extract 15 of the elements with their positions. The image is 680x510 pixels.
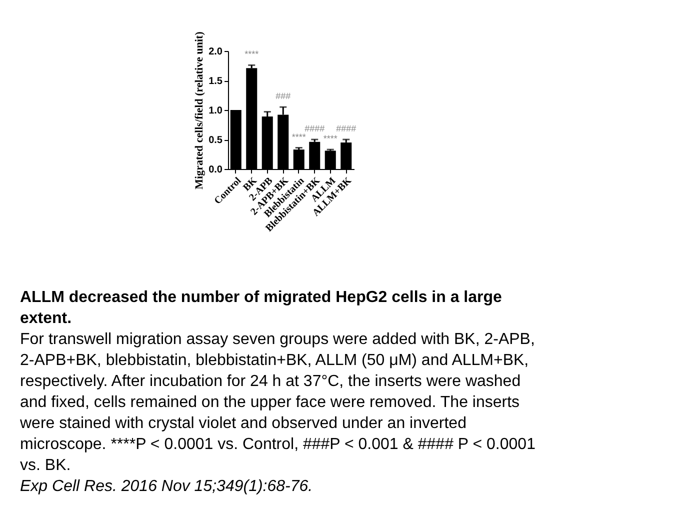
annotation: **** [244,49,260,60]
text: ALLM decreased the number of migrated HepG2 cells in a large extent. [20,289,502,327]
text: For transwell migration assay seven groups were added with BK, 2-APB, 2-APB+BK, blebbistatin, blebbistatin+BK, ALLM (50 μM) and ALLM+BK, respectively. After incubation for 24 h at 37°C, the inserts were washed and fixed, cells remained on the upper face were removed. The inserts were stained with crystal violet and observed under an inverted microscope. ****P < 0.0001 vs. Control, ###P < 0.001 & #### P < 0.0001 vs. BK. [19,331,536,474]
annotation: #### [336,124,356,134]
y-tick-label: 1.0 [208,106,223,116]
annotation: #### [304,124,325,134]
y-tick-label: 2.0 [208,46,223,58]
annotation: **** [292,132,306,142]
y-tick-label: 0.0 [208,164,223,176]
y-axis-title: Migrated cells/field (relative unit) [194,31,206,190]
text: Exp Cell Res. 2016 Nov 15;349(1):68-76. [20,478,313,495]
y-tick-label: 0.5 [208,135,223,146]
annotation: ### [276,91,291,102]
y-tick-label: 1.5 [208,76,223,87]
annotation: **** [323,134,338,144]
